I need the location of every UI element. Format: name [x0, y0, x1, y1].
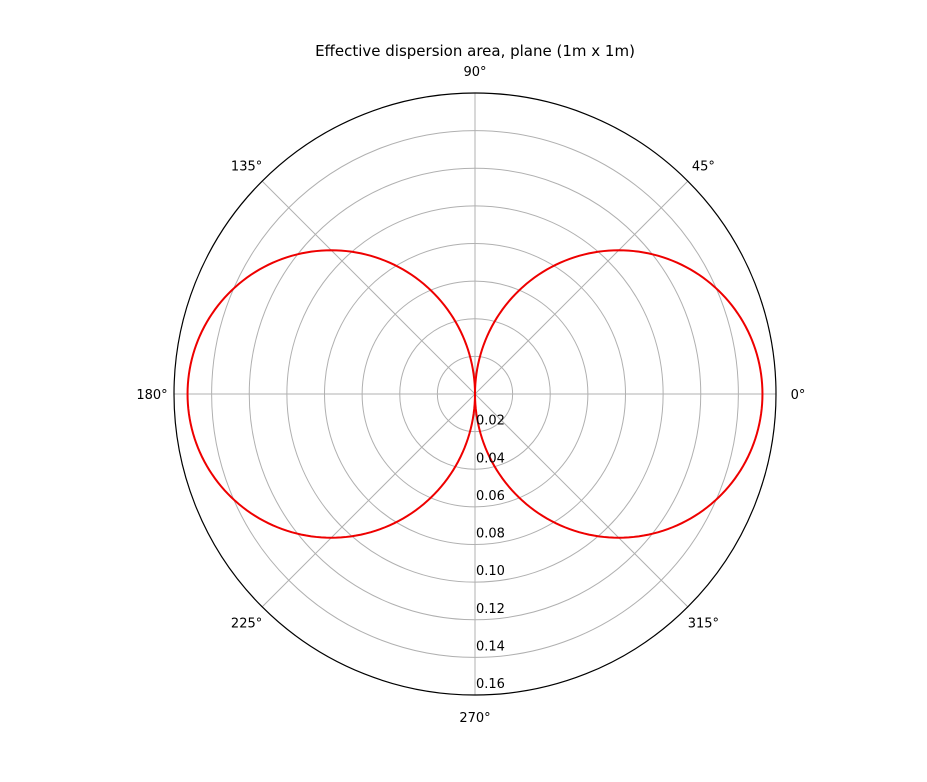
- r-tick-label-5: 0.12: [476, 602, 505, 617]
- r-tick-label-3: 0.08: [476, 527, 505, 542]
- r-tick-label-0: 0.02: [476, 414, 505, 429]
- theta-grid-line-3: [261, 180, 476, 395]
- r-tick-label-7: 0.16: [476, 677, 505, 692]
- theta-tick-label-0: 0°: [791, 388, 806, 403]
- label-layer: 0° 45° 90° 135° 180° 225° 270° 315° 0.02 0.04 0.06…: [136, 65, 805, 726]
- theta-tick-label-4: 180°: [136, 388, 167, 403]
- r-tick-label-4: 0.10: [476, 564, 505, 579]
- outer-frame-circle: [173, 92, 777, 696]
- r-tick-label-1: 0.04: [476, 451, 505, 466]
- r-tick-label-6: 0.14: [476, 639, 505, 654]
- theta-grid-line-1: [474, 180, 689, 395]
- theta-tick-label-5: 225°: [231, 616, 262, 631]
- theta-grid-line-5: [261, 393, 476, 608]
- theta-tick-label-7: 315°: [688, 616, 719, 631]
- series-curve-0: [186, 249, 764, 539]
- theta-tick-label-1: 45°: [692, 160, 715, 175]
- chart-title: Effective dispersion area, plane (1m x 1…: [315, 42, 635, 60]
- theta-tick-label-3: 135°: [231, 160, 262, 175]
- theta-tick-label-2: 90°: [463, 65, 486, 80]
- theta-tick-label-6: 270°: [459, 711, 490, 726]
- theta-grid-line-7: [474, 393, 689, 608]
- grid-layer: [173, 92, 777, 696]
- curve-layer: [186, 249, 764, 539]
- r-tick-label-2: 0.06: [476, 489, 505, 504]
